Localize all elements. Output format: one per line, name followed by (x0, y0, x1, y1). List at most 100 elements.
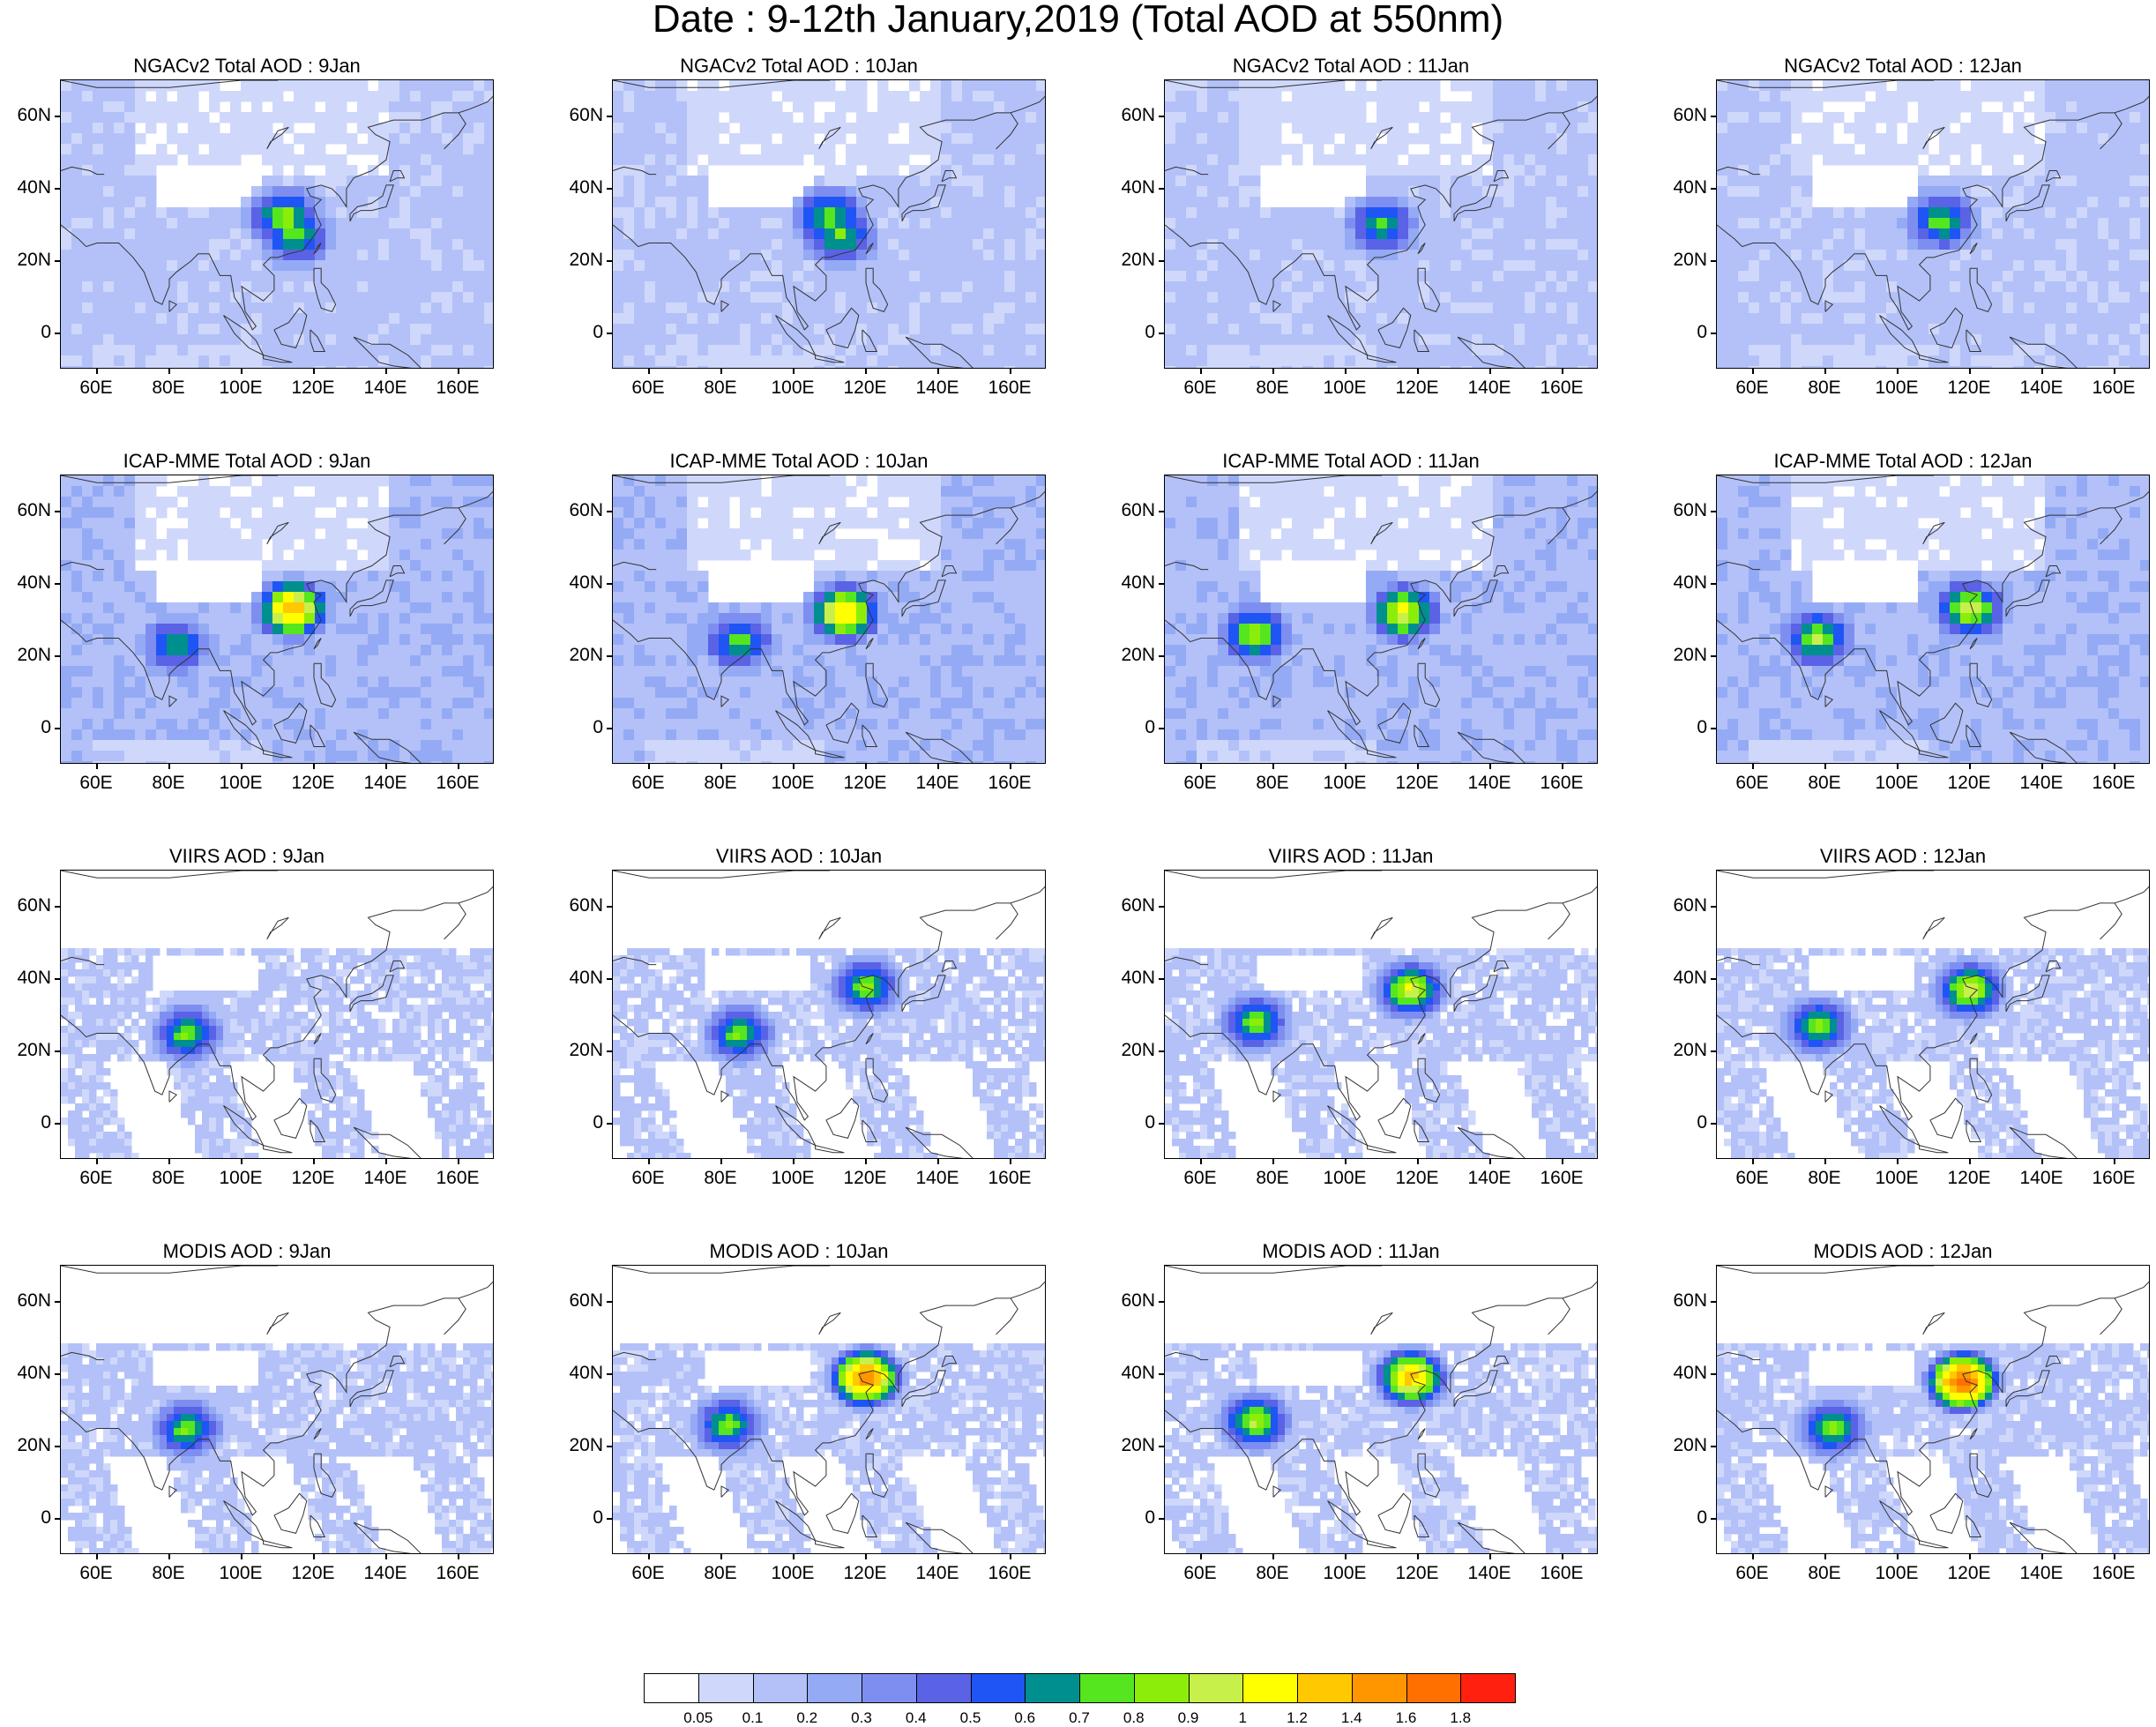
aod-cell (421, 486, 432, 497)
aod-cell (474, 624, 485, 635)
aod-cell (61, 186, 72, 198)
aod-cell (2108, 176, 2120, 187)
aod-cell (666, 281, 677, 293)
aod-cell (399, 550, 411, 561)
aod-cell (1780, 80, 1792, 92)
aod-cell (410, 144, 422, 155)
aod-cell (687, 250, 698, 261)
aod-cell (1398, 123, 1409, 134)
aod-cell (1036, 186, 1045, 198)
aod-cell (1738, 207, 1749, 219)
aod-cell (188, 292, 199, 303)
aod-cell (1833, 239, 1845, 250)
aod-cell (740, 334, 751, 346)
aod-cell (82, 497, 93, 508)
aod-cell (2098, 144, 2109, 155)
aod-cell (2098, 324, 2109, 335)
aod-cell (1981, 112, 1993, 123)
aod-cell (750, 123, 762, 134)
aod-cell (1165, 292, 1176, 303)
aod-cell (452, 613, 464, 624)
aod-cell (1939, 112, 1951, 123)
aod-cell (1876, 271, 1887, 282)
aod-cell (1419, 80, 1430, 92)
aod-cell (973, 144, 984, 155)
aod-cell (1260, 355, 1272, 367)
aod-cell (1939, 133, 1951, 145)
aod-cell (1036, 165, 1045, 176)
aod-cell (463, 581, 474, 593)
aod-cell (442, 345, 453, 356)
aod-cell (2077, 218, 2088, 229)
aod-cell (1578, 154, 1589, 166)
aod-cell (431, 186, 443, 198)
aod-cell (1727, 239, 1739, 250)
aod-cell (740, 101, 751, 113)
figure-title: Date : 9-12th January,2019 (Total AOD at… (652, 0, 1504, 41)
aod-cell (973, 345, 984, 356)
aod-cell (1461, 292, 1473, 303)
aod-cell (1981, 228, 1993, 240)
aod-cell (1250, 250, 1261, 261)
aod-cell (867, 112, 878, 123)
aod-cell (941, 123, 952, 134)
aod-cell (484, 250, 493, 261)
aod-cell (1334, 207, 1346, 219)
aod-cell (336, 271, 347, 282)
aod-cell (634, 228, 645, 240)
aod-cell (188, 355, 199, 367)
aod-cell (474, 345, 485, 356)
aod-cell (431, 218, 443, 229)
aod-cell (846, 355, 857, 367)
aod-cell (230, 366, 242, 368)
aod-cell (666, 186, 677, 198)
aod-cell (251, 486, 263, 497)
aod-cell (623, 218, 635, 229)
aod-cell (283, 281, 295, 293)
aod-cell (1992, 133, 2003, 145)
aod-cell (920, 292, 931, 303)
aod-cell (623, 80, 635, 92)
aod-cell (1408, 281, 1420, 293)
aod-cell (1844, 313, 1855, 325)
aod-cell (2024, 324, 2035, 335)
aod-cell (1387, 197, 1399, 208)
aod-cell (1907, 123, 1919, 134)
aod-cell (973, 334, 984, 346)
aod-cell (1250, 186, 1261, 198)
aod-cell (410, 165, 422, 176)
aod-cell (294, 355, 305, 367)
aod-cell (1408, 260, 1420, 272)
aod-cell (1197, 176, 1208, 187)
aod-cell (71, 355, 83, 367)
aod-cell (846, 144, 857, 155)
aod-cell (1036, 80, 1045, 92)
aod-cell (613, 292, 624, 303)
aod-cell (1578, 271, 1589, 282)
aod-cell (973, 101, 984, 113)
aod-cell (1302, 260, 1314, 272)
aod-cell (272, 507, 284, 519)
aod-cell (613, 324, 624, 335)
aod-cell (1461, 303, 1473, 314)
aod-cell (103, 281, 115, 293)
aod-cell (1004, 366, 1016, 368)
aod-cell (124, 634, 136, 646)
aod-cell (2140, 165, 2149, 176)
aod-cell (71, 634, 83, 646)
aod-cell (336, 197, 347, 208)
aod-cell (484, 80, 493, 92)
aod-cell (220, 539, 231, 550)
aod-cell (1493, 123, 1504, 134)
aod-cell (209, 292, 220, 303)
aod-cell (1186, 207, 1197, 219)
aod-cell (1833, 271, 1845, 282)
aod-cell (82, 154, 93, 166)
aod-cell (325, 334, 337, 346)
aod-cell (1482, 80, 1494, 92)
x-tick-mark (2041, 369, 2043, 374)
aod-cell (315, 550, 326, 561)
aod-cell (1556, 101, 1568, 113)
aod-cell (824, 334, 836, 346)
aod-cell (1738, 250, 1749, 261)
